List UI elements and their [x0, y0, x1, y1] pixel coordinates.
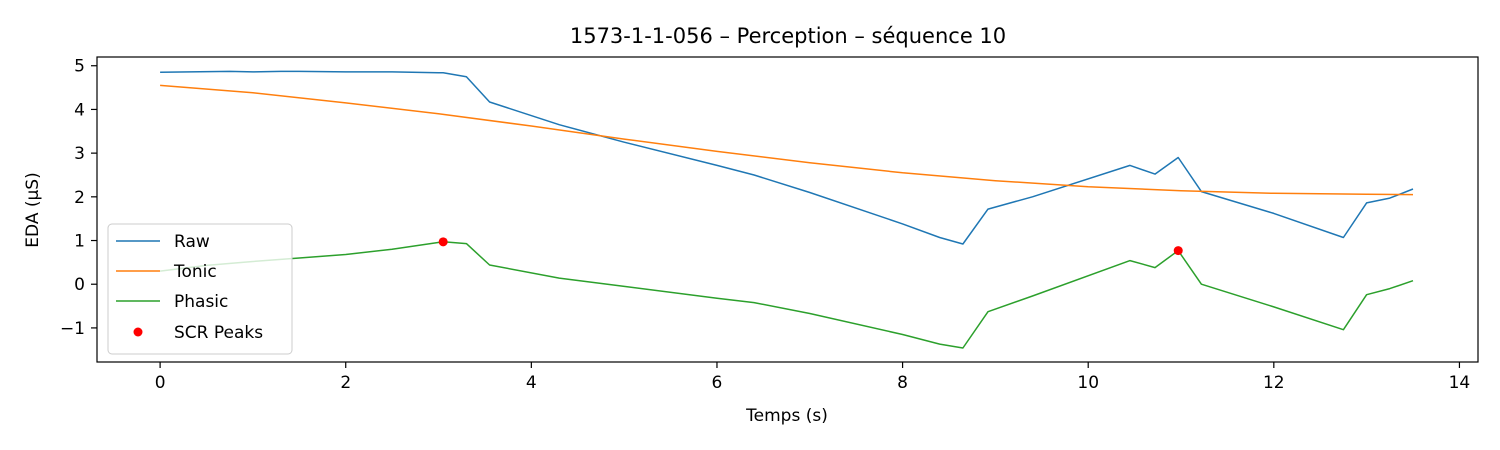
x-axis: 0 2 4 6 8 10 12 14	[155, 362, 1471, 393]
legend-label-scr-peaks: SCR Peaks	[174, 323, 263, 343]
legend-item-phasic: Phasic	[116, 292, 228, 312]
y-tick-label: 1	[74, 232, 85, 252]
y-tick-label: 5	[74, 57, 85, 77]
x-tick-label: 8	[897, 373, 908, 393]
y-tick-label: 3	[74, 144, 85, 164]
y-axis: −1 0 1 2 3 4 5	[60, 57, 97, 339]
legend: Raw Tonic Phasic SCR Peaks	[107, 223, 293, 355]
plot-background	[97, 57, 1478, 362]
x-tick-label: 12	[1263, 373, 1285, 393]
legend-item-scr-peaks: SCR Peaks	[133, 323, 263, 343]
x-tick-label: 2	[340, 373, 351, 393]
x-tick-label: 6	[712, 373, 723, 393]
series-layer	[160, 70, 1414, 349]
x-tick-label: 10	[1077, 373, 1099, 393]
plot-frame	[96, 56, 1479, 363]
y-axis-label: EDA (µS)	[23, 172, 43, 247]
x-tick-label: 4	[526, 373, 537, 393]
scr-peaks-layer	[438, 237, 1183, 256]
legend-label-raw: Raw	[174, 232, 210, 252]
y-tick-label: 4	[74, 100, 85, 120]
x-tick-label: 0	[155, 373, 166, 393]
legend-item-raw: Raw	[116, 232, 210, 252]
plot-area	[96, 56, 1479, 363]
x-axis-label: Temps (s)	[745, 406, 828, 426]
legend-swatch-scr-peaks	[133, 327, 143, 337]
series-line-raw	[160, 70, 1414, 245]
x-tick-label: 14	[1449, 373, 1471, 393]
y-tick-label: −1	[60, 319, 85, 339]
legend-item-tonic: Tonic	[116, 262, 217, 282]
scr-peak-point	[438, 237, 448, 247]
scr-peak-point	[1173, 246, 1183, 256]
y-tick-label: 2	[74, 188, 85, 208]
legend-label-phasic: Phasic	[174, 292, 228, 312]
y-tick-label: 0	[74, 275, 85, 295]
legend-box	[107, 223, 293, 355]
series-line-tonic	[160, 84, 1414, 196]
chart-title: 1573-1-1-056 – Perception – séquence 10	[570, 24, 1006, 48]
legend-label-tonic: Tonic	[173, 262, 217, 282]
series-line-phasic	[160, 241, 1414, 349]
